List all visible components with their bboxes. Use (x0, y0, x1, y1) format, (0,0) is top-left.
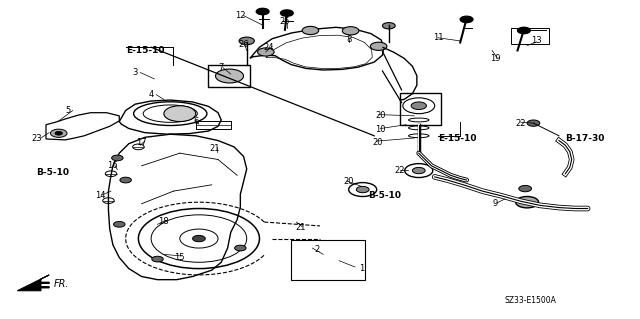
Text: 12: 12 (235, 11, 246, 20)
Circle shape (280, 10, 293, 16)
Polygon shape (17, 275, 49, 291)
Text: 21: 21 (210, 144, 220, 153)
Circle shape (356, 186, 369, 193)
Circle shape (239, 37, 254, 45)
Text: 24: 24 (264, 43, 275, 52)
Text: E-15-10: E-15-10 (438, 134, 476, 144)
Text: 5: 5 (66, 106, 71, 115)
Text: B-17-30: B-17-30 (565, 134, 605, 144)
Circle shape (371, 42, 387, 50)
Circle shape (257, 48, 274, 56)
Text: 6: 6 (193, 117, 198, 126)
Text: FR.: FR. (54, 279, 69, 289)
Text: 10: 10 (375, 125, 386, 134)
Text: 11: 11 (433, 33, 443, 42)
Circle shape (460, 16, 473, 23)
Circle shape (527, 120, 540, 126)
Text: 7: 7 (218, 63, 224, 72)
Circle shape (519, 185, 532, 192)
Circle shape (516, 197, 539, 208)
Bar (399, 93, 441, 125)
Circle shape (193, 235, 205, 242)
Ellipse shape (408, 118, 429, 122)
Text: 1: 1 (359, 264, 364, 273)
Text: 18: 18 (159, 217, 169, 226)
Circle shape (164, 106, 196, 122)
Circle shape (411, 102, 426, 109)
Bar (209, 65, 250, 87)
Circle shape (256, 8, 269, 15)
Bar (511, 28, 549, 44)
Text: SZ33-E1500A: SZ33-E1500A (505, 296, 557, 305)
Text: 17: 17 (136, 137, 147, 147)
Ellipse shape (408, 134, 429, 138)
Bar (196, 121, 231, 130)
Text: 23: 23 (31, 134, 42, 144)
Text: 15: 15 (175, 253, 185, 262)
Ellipse shape (408, 126, 429, 130)
Bar (291, 240, 365, 280)
Text: 20: 20 (344, 177, 354, 186)
Circle shape (111, 155, 123, 161)
Circle shape (518, 27, 531, 33)
Text: 22: 22 (515, 119, 526, 128)
Text: E-15-10: E-15-10 (125, 46, 164, 55)
Text: 4: 4 (148, 90, 154, 99)
Text: 2: 2 (314, 245, 319, 254)
Circle shape (302, 26, 319, 34)
Circle shape (412, 167, 425, 174)
Text: 25: 25 (280, 18, 290, 26)
Text: 14: 14 (95, 191, 106, 200)
Circle shape (152, 256, 163, 262)
Text: 21: 21 (296, 223, 306, 232)
Text: B-5-10: B-5-10 (368, 191, 401, 200)
Circle shape (342, 27, 359, 35)
Text: 13: 13 (531, 36, 542, 45)
Text: 20: 20 (372, 137, 383, 147)
Circle shape (55, 131, 63, 135)
Text: B-5-10: B-5-10 (36, 168, 69, 177)
Circle shape (120, 177, 131, 183)
Circle shape (216, 69, 244, 83)
Text: 22: 22 (394, 166, 405, 175)
Circle shape (113, 221, 125, 227)
Text: 16: 16 (108, 161, 118, 170)
Circle shape (383, 23, 395, 29)
Circle shape (51, 129, 67, 137)
Text: 8: 8 (346, 35, 351, 44)
Text: 19: 19 (490, 54, 500, 63)
Text: 20: 20 (375, 111, 386, 120)
Text: 3: 3 (132, 68, 138, 77)
Circle shape (235, 245, 246, 251)
Text: 26: 26 (238, 40, 249, 48)
Text: 9: 9 (493, 199, 498, 208)
